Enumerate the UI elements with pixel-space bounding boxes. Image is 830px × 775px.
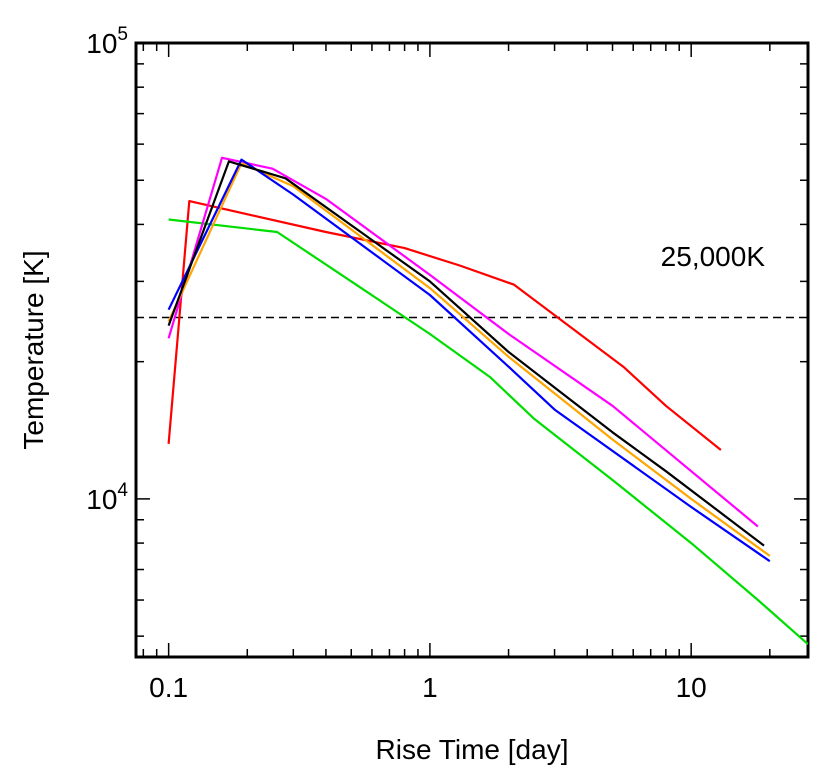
- y-axis-label: Temperature [K]: [18, 250, 49, 449]
- series-line-3: [167, 156, 759, 528]
- tick-labels: 0.1 1 10 104 105: [86, 24, 706, 703]
- series-line-5: [167, 158, 771, 563]
- series-layer: [167, 156, 808, 646]
- series-line-2: [168, 218, 808, 646]
- x-tick-label: 0.1: [149, 672, 188, 703]
- x-tick-label: 10: [676, 672, 707, 703]
- series-line-6: [167, 160, 765, 547]
- series-line-4: [167, 162, 771, 557]
- x-axis-label: Rise Time [day]: [376, 734, 569, 765]
- reference-line-label: 25,000K: [661, 241, 766, 272]
- series-line-1: [167, 200, 722, 451]
- y-tick-label: 104: [86, 480, 128, 515]
- axis-ticks: [136, 42, 808, 657]
- x-tick-label: 1: [422, 672, 438, 703]
- y-tick-label: 105: [86, 24, 128, 59]
- plot-frame: [134, 41, 810, 659]
